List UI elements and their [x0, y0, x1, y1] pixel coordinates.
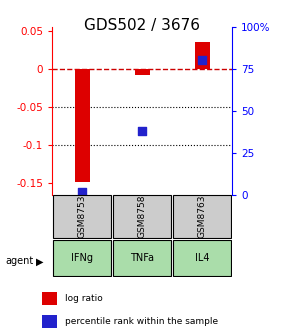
Text: log ratio: log ratio [65, 294, 102, 303]
Bar [135, 69, 150, 75]
Text: GSM8763: GSM8763 [197, 194, 206, 238]
Bar [195, 42, 209, 69]
Text: GSM8753: GSM8753 [78, 194, 87, 238]
Text: GSM8758: GSM8758 [137, 194, 147, 238]
FancyBboxPatch shape [173, 240, 231, 277]
Text: GDS502 / 3676: GDS502 / 3676 [84, 18, 200, 34]
Text: ▶: ▶ [36, 256, 44, 266]
FancyBboxPatch shape [113, 195, 171, 238]
FancyBboxPatch shape [173, 195, 231, 238]
FancyBboxPatch shape [53, 240, 111, 277]
Bar [75, 69, 90, 182]
Point [80, 189, 84, 194]
Text: agent: agent [6, 256, 34, 266]
Text: percentile rank within the sample: percentile rank within the sample [65, 317, 218, 326]
Text: IFNg: IFNg [71, 253, 93, 263]
Text: TNFa: TNFa [130, 253, 154, 263]
Point [140, 128, 144, 134]
Bar [42, 315, 57, 328]
Text: IL4: IL4 [195, 253, 209, 263]
FancyBboxPatch shape [113, 240, 171, 277]
FancyBboxPatch shape [53, 195, 111, 238]
Bar [42, 292, 57, 305]
Point [200, 58, 204, 63]
